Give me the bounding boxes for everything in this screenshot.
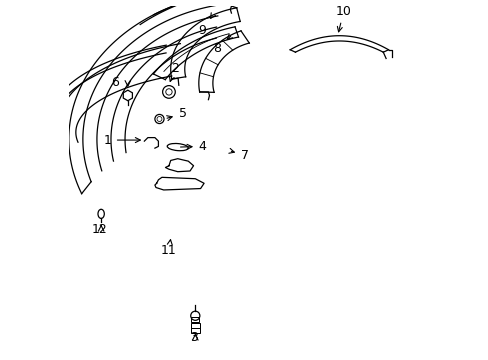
Text: 4: 4 (180, 140, 206, 153)
Text: 1: 1 (104, 134, 140, 147)
Text: 9: 9 (198, 13, 215, 37)
Text: 6: 6 (111, 76, 119, 89)
Text: 7: 7 (228, 148, 248, 162)
Text: 8: 8 (213, 34, 232, 55)
Bar (190, 328, 200, 333)
Text: 10: 10 (335, 5, 351, 32)
Text: 3: 3 (189, 331, 197, 344)
Bar (191, 317, 199, 322)
Text: 5: 5 (166, 107, 186, 121)
Text: 12: 12 (91, 223, 107, 236)
Text: 11: 11 (161, 240, 177, 257)
Bar (190, 323, 200, 328)
Text: 2: 2 (169, 62, 178, 81)
